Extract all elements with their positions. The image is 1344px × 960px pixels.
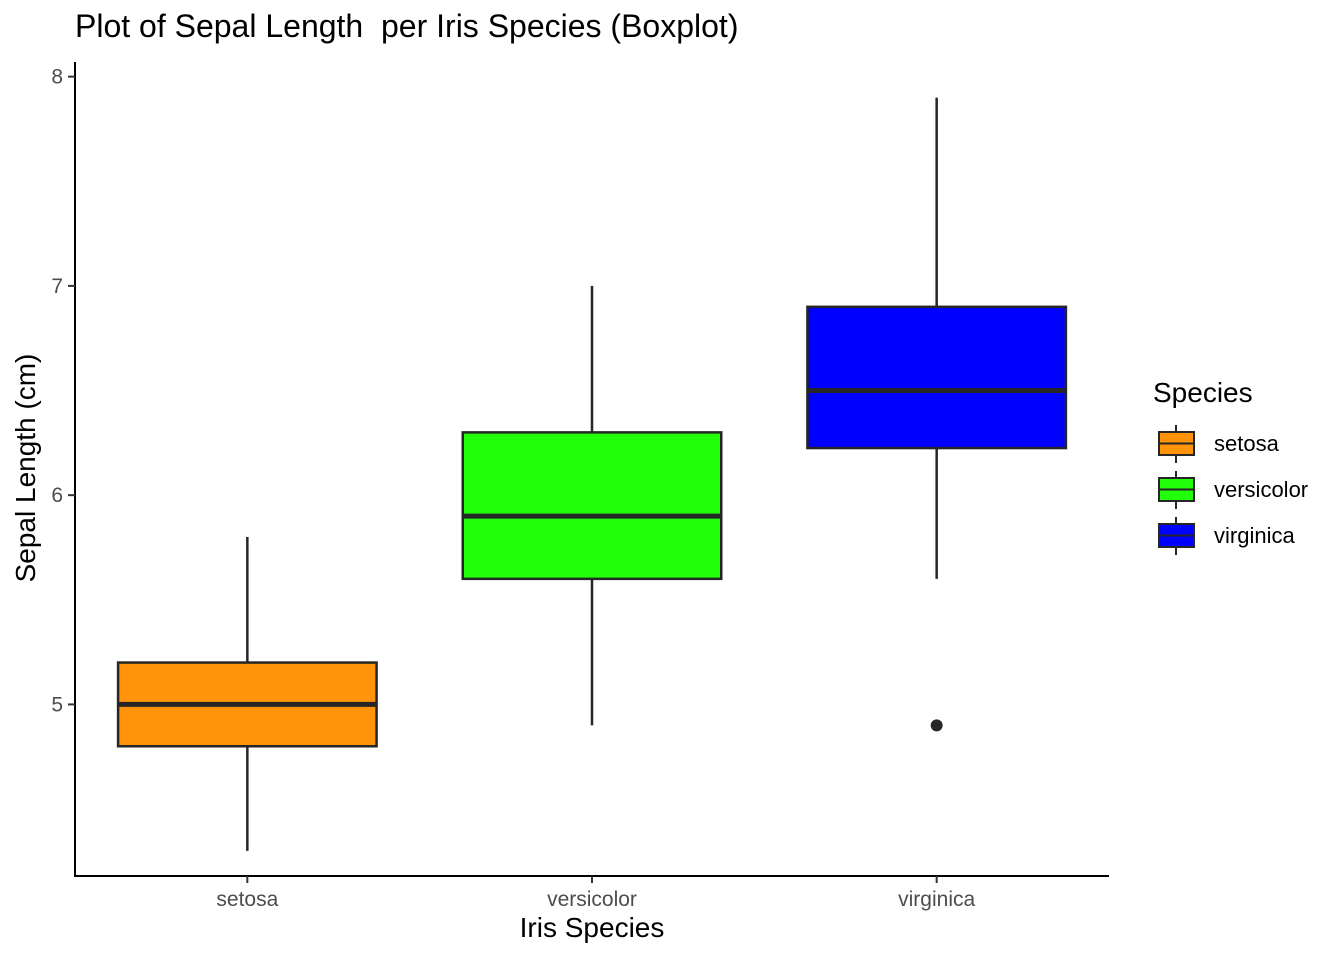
box-versicolor — [461, 431, 723, 581]
x-tick-label-virginica: virginica — [898, 888, 975, 911]
y-axis-label: Sepal Length (cm) — [10, 353, 41, 583]
y-tick-label: 8 — [51, 66, 63, 89]
legend-label-setosa: setosa — [1214, 431, 1279, 456]
box-virginica — [806, 305, 1068, 450]
x-tick-label-versicolor: versicolor — [547, 888, 637, 911]
y-tick-label: 6 — [51, 484, 63, 507]
x-tick-label-setosa: setosa — [216, 888, 278, 911]
outlier-virginica — [930, 719, 943, 732]
x-axis-label: Iris Species — [519, 912, 665, 943]
legend-label-versicolor: versicolor — [1214, 477, 1309, 502]
legend-label-virginica: virginica — [1214, 523, 1295, 548]
y-tick-label: 7 — [51, 275, 63, 298]
y-tick-label: 5 — [51, 693, 63, 716]
chart-title: Plot of Sepal Length per Iris Species (B… — [75, 8, 739, 44]
legend-title: Species — [1153, 377, 1253, 408]
